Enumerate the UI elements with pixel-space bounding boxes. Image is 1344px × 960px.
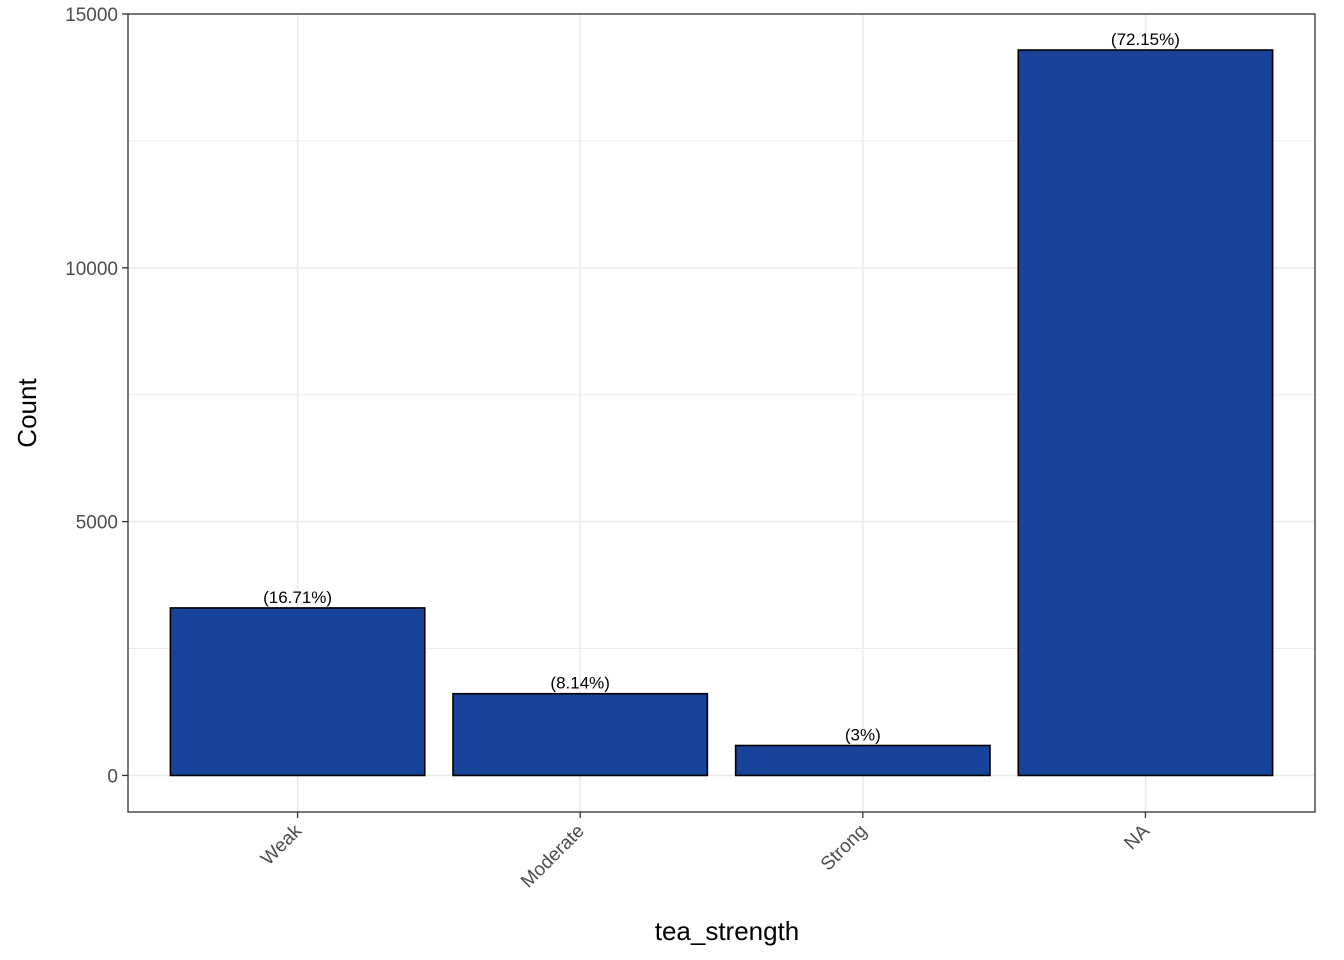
y-axis: 0 5000 10000 15000 bbox=[65, 5, 128, 787]
y-tick-label: 10000 bbox=[65, 259, 118, 280]
data-label: (8.14%) bbox=[550, 674, 610, 693]
y-tick-label: 0 bbox=[107, 766, 118, 787]
x-tick-label: Strong bbox=[817, 821, 871, 875]
bar-strong bbox=[734, 744, 991, 777]
bar-na bbox=[1017, 49, 1274, 777]
panel-border bbox=[127, 13, 1316, 813]
y-axis-title: Count bbox=[12, 378, 42, 448]
data-label: (72.15%) bbox=[1111, 30, 1180, 49]
data-label: (3%) bbox=[845, 726, 881, 745]
data-labels: (16.71%) (8.14%) (3%) (72.15%) bbox=[263, 30, 1180, 744]
y-tick-label: 5000 bbox=[76, 513, 118, 534]
x-tick-label: Moderate bbox=[517, 821, 589, 893]
x-axis-title: tea_strength bbox=[655, 916, 800, 946]
x-tick-label: NA bbox=[1120, 820, 1154, 854]
bar-moderate bbox=[452, 692, 709, 777]
bar-weak bbox=[169, 607, 426, 777]
x-axis: Weak Moderate Strong NA bbox=[257, 812, 1154, 892]
x-tick-label: Weak bbox=[257, 820, 306, 869]
data-label: (16.71%) bbox=[263, 588, 332, 607]
y-tick-label: 15000 bbox=[65, 5, 118, 26]
bars bbox=[169, 49, 1274, 777]
